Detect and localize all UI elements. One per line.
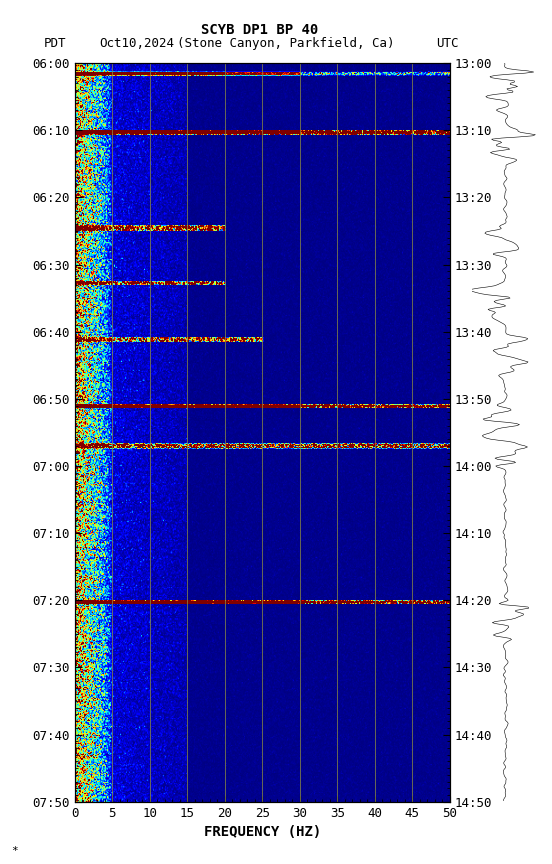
X-axis label: FREQUENCY (HZ): FREQUENCY (HZ) [204, 825, 321, 839]
Text: Oct10,2024: Oct10,2024 [99, 37, 174, 50]
Text: UTC: UTC [436, 37, 459, 50]
Text: PDT: PDT [44, 37, 67, 50]
Text: SCYB DP1 BP 40: SCYB DP1 BP 40 [201, 23, 318, 37]
Text: *: * [11, 846, 18, 855]
Text: (Stone Canyon, Parkfield, Ca): (Stone Canyon, Parkfield, Ca) [177, 37, 394, 50]
